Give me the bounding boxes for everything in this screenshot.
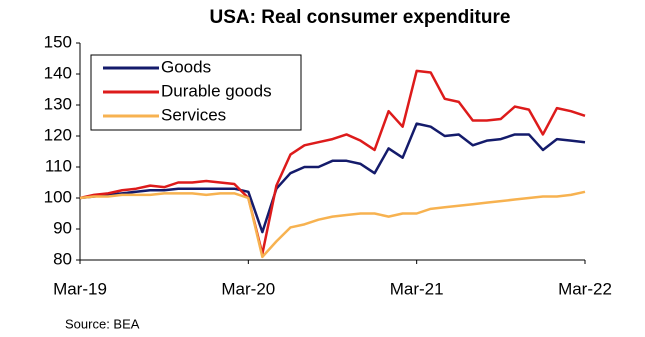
x-tick-label: Mar-19 [53, 279, 107, 298]
legend-label: Durable goods [161, 81, 272, 100]
source-note: Source: BEA [65, 316, 140, 331]
legend-label: Goods [161, 57, 211, 76]
series-line [79, 190, 586, 259]
y-tick-label: 120 [44, 125, 72, 144]
chart-title: USA: Real consumer expenditure [210, 7, 511, 28]
y-tick-label: 130 [44, 94, 72, 113]
series-line [79, 69, 586, 256]
y-tick-label: 110 [45, 156, 72, 175]
y-tick-label: 90 [53, 218, 72, 237]
y-tick-label: 100 [44, 187, 72, 206]
y-tick-label: 150 [44, 32, 72, 51]
series-line [79, 122, 586, 234]
x-tick-label: Mar-20 [221, 279, 275, 298]
x-tick-label: Mar-21 [390, 279, 444, 298]
y-tick-label: 80 [53, 249, 72, 268]
y-tick-label: 140 [44, 63, 72, 82]
legend-label: Services [161, 105, 226, 124]
x-tick-label: Mar-22 [558, 279, 612, 298]
legend: Goods Durable goods Services [90, 54, 302, 131]
